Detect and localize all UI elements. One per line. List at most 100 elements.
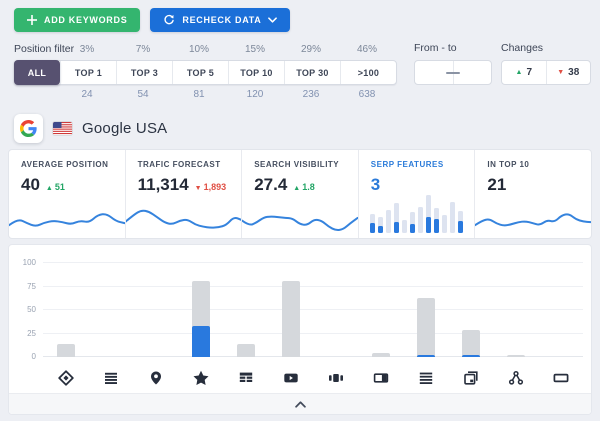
mini-bar [369,193,375,233]
bar-segment-other [371,353,390,357]
y-tick-label: 0 [31,352,36,361]
segment-100[interactable]: >100 [340,61,396,84]
arrow-up-icon: ▲ [45,185,53,192]
add-keywords-button[interactable]: ADD KEYWORDS [14,8,141,32]
percent-label: 7% [135,44,151,55]
segment-count: 120 [246,89,264,100]
percent-label: 29% [300,44,321,55]
mini-bar [377,193,383,233]
serp-features-chart: 0 25 50 75 100 [9,245,591,361]
bar-segment-highlighted [191,325,210,357]
mini-bar [442,193,448,233]
card-delta: ▲ 51 [45,182,65,192]
table-icon[interactable] [223,362,268,393]
percent-label: 15% [244,44,265,55]
changes-up-filter[interactable]: ▲ 7 [502,61,546,84]
from-to-group: From - to [414,42,492,85]
counts-row: 24 54 81 120 236 638 [14,89,397,103]
bar-columns [43,263,583,357]
changes-group: Changes ▲ 7 ▼ 38 [501,42,591,85]
bar-segment-other [416,297,435,357]
list-icon[interactable] [403,362,448,393]
featured-snippet-icon[interactable] [43,362,88,393]
y-tick-label: 100 [22,258,36,267]
plus-icon [27,15,37,25]
card-in-top-10[interactable]: IN TOP 10 21 [474,150,591,238]
mini-bar [458,193,464,233]
from-to-input[interactable] [414,60,492,85]
bar-column-image-pack [358,263,403,357]
arrow-up-icon: ▲ [293,185,301,192]
mini-bar [426,193,432,233]
search-engine-name: Google USA [82,119,168,137]
gridline [43,262,583,263]
card-value: 21 [487,175,507,194]
video-icon[interactable] [268,362,313,393]
chevron-up-icon [294,400,306,408]
us-flag-icon [53,121,72,135]
bar-column-featured-snippet [43,263,88,357]
segment-top-30[interactable]: TOP 30 [284,61,340,84]
card-label: AVERAGE POSITION [21,160,109,169]
sitemap-icon[interactable] [493,362,538,393]
bar-segment-other [281,280,300,357]
ads-icon[interactable] [538,362,583,393]
y-tick-label: 75 [27,281,36,291]
position-filter-label: Position filter [14,43,75,55]
card-traffic-forecast[interactable]: TRAFIC FORECAST 11,314 ▼ 1,893 [124,150,242,238]
text-snippet-icon[interactable] [88,362,133,393]
changes-down-filter[interactable]: ▼ 38 [545,61,591,84]
percent-label: 3% [79,44,95,55]
card-search-visibility[interactable]: SEARCH VISIBILITY 27.4 ▲ 1.8 [241,150,358,238]
segment-count: 236 [302,89,320,100]
bar-column-text-snippet [88,263,133,357]
bar-segment-highlighted [461,355,480,357]
arrow-up-icon: ▲ [515,69,523,76]
position-filter-block: Position filter 3% 7% 10% 15% 29% 46% ALL TOP … [14,42,397,103]
image-pack-icon[interactable] [358,362,403,393]
gridline [43,332,583,334]
bar-column-video [268,263,313,357]
segment-count: 638 [358,89,376,100]
recheck-data-button[interactable]: RECHECK DATA [150,8,291,32]
arrow-down-icon: ▼ [194,185,202,192]
sparkline-chart [242,215,358,231]
local-pack-icon[interactable] [133,362,178,393]
collapse-chart-button[interactable] [9,393,591,414]
segment-top-5[interactable]: TOP 5 [172,61,228,84]
changes-up-value: 7 [526,67,532,78]
bar-column-sitemap [493,263,538,357]
card-delta: ▲ 1.8 [293,182,315,192]
card-average-position[interactable]: AVERAGE POSITION 40 ▲ 51 [9,150,125,238]
card-serp-features[interactable]: SERP FEATURES 3 [357,150,475,238]
add-keywords-label: ADD KEYWORDS [44,15,128,25]
sparkline-chart [9,213,125,227]
images-icon[interactable] [448,362,493,393]
mini-bar [410,193,416,233]
serp-mini-bar-chart [369,193,464,233]
percent-label: 46% [356,44,377,55]
percent-label: 10% [188,44,209,55]
refresh-icon [164,14,175,25]
segment-count: 24 [81,89,93,100]
bar-segment-highlighted [416,355,435,357]
bar-segment-other [461,329,480,357]
arrow-down-icon: ▼ [557,69,565,76]
sparkline-chart [125,209,242,229]
segment-top-3[interactable]: TOP 3 [116,61,172,84]
segment-all[interactable]: ALL [14,60,60,85]
card-label: TRAFIC FORECAST [137,160,221,169]
bar-column-images [448,263,493,357]
segment-top-10[interactable]: TOP 10 [228,61,284,84]
sparkline-chart [475,213,591,227]
carousel-icon[interactable] [313,362,358,393]
segment-top-1[interactable]: TOP 1 [60,61,116,84]
card-delta: ▼ 1,893 [194,182,227,192]
percent-row: Position filter 3% 7% 10% 15% 29% 46% [14,42,397,57]
reviews-star-icon[interactable] [178,362,223,393]
bar-column-ads [538,263,583,357]
card-label: SEARCH VISIBILITY [254,160,340,169]
serp-feature-icons-row [43,362,583,393]
search-engine-row[interactable]: Google USA [14,113,600,143]
y-tick-label: 50 [27,305,36,314]
